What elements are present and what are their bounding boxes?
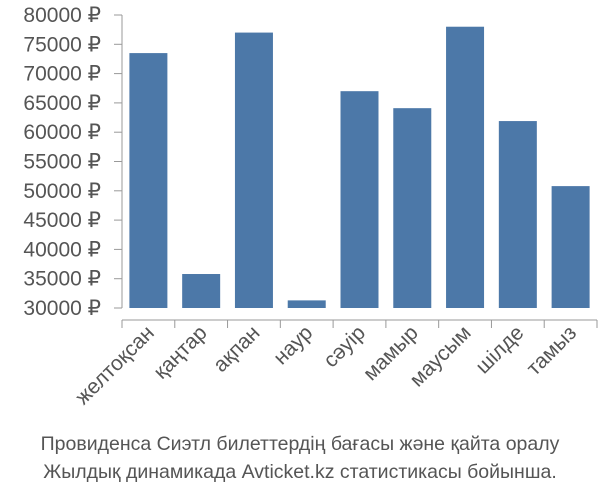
- x-tick-label: желтоқсан: [71, 321, 159, 409]
- y-tick-label: 70000 ₽: [23, 63, 101, 86]
- bar: [498, 121, 537, 308]
- bar: [182, 274, 221, 308]
- bar: [129, 53, 168, 309]
- y-tick-label: 75000 ₽: [23, 33, 101, 56]
- x-tick-label: тамыз: [522, 321, 581, 380]
- y-tick-label: 65000 ₽: [23, 92, 101, 115]
- y-tick-label: 35000 ₽: [23, 268, 101, 291]
- y-tick-label: 50000 ₽: [23, 180, 101, 203]
- bar: [551, 186, 590, 308]
- bar: [393, 108, 432, 308]
- y-tick-label: 60000 ₽: [23, 121, 101, 144]
- x-tick-label: қаңтар: [149, 321, 211, 383]
- y-tick-label: 80000 ₽: [23, 4, 101, 27]
- chart-caption-line-1: Провиденса Сиэтл билеттердің бағасы және…: [40, 433, 560, 455]
- x-tick-label: шілде: [471, 321, 528, 378]
- bars: [129, 26, 590, 309]
- y-tick-label: 55000 ₽: [23, 151, 101, 174]
- bar-chart: 30000 ₽ 35000 ₽ 40000 ₽ 45000 ₽ 50000 ₽ 55000…: [23, 4, 598, 409]
- y-tick-label: 30000 ₽: [23, 297, 101, 320]
- x-tick-label: наур: [269, 321, 317, 369]
- bar: [234, 32, 273, 308]
- bar: [340, 91, 379, 309]
- bar: [287, 300, 326, 308]
- x-tick-label: ақпан: [209, 321, 265, 377]
- y-tick-label: 45000 ₽: [23, 209, 101, 232]
- bar: [446, 26, 485, 308]
- y-axis: 30000 ₽ 35000 ₽ 40000 ₽ 45000 ₽ 50000 ₽ 55000…: [23, 4, 123, 320]
- y-tick-label: 40000 ₽: [23, 238, 101, 261]
- chart-caption-line-2: Жылдық динамикада Avticket.kz статистика…: [43, 461, 557, 483]
